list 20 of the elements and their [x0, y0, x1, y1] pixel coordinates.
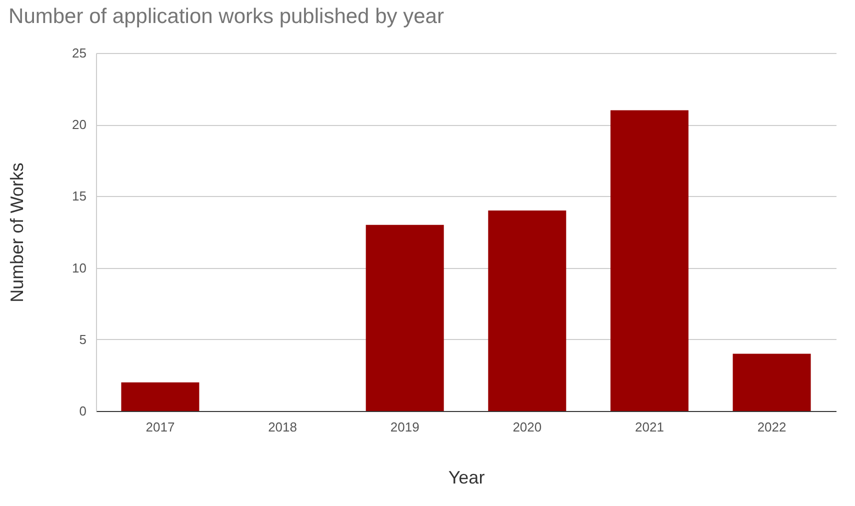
x-tick-label: 2020	[512, 420, 542, 434]
x-tick-label: 2022	[757, 420, 786, 434]
x-tick-label: 2021	[635, 420, 664, 434]
bar	[610, 110, 688, 411]
y-tick-label: 25	[72, 46, 86, 60]
chart-title: Number of application works published by year	[8, 5, 444, 28]
y-tick-label: 5	[79, 332, 86, 347]
x-axis-title: Year	[448, 468, 485, 488]
bar	[488, 210, 566, 411]
bar	[732, 354, 811, 411]
bar	[121, 382, 200, 411]
y-tick-label: 0	[79, 404, 86, 418]
y-tick-label: 15	[72, 188, 86, 204]
y-tick-label: 20	[72, 117, 86, 132]
y-tick-label: 10	[72, 260, 86, 276]
y-axis-title: Number of Works	[7, 162, 28, 302]
x-tick-label: 2019	[390, 420, 420, 434]
x-tick-label: 2018	[268, 420, 297, 434]
bar	[366, 224, 444, 411]
x-tick-label: 2017	[146, 420, 175, 434]
